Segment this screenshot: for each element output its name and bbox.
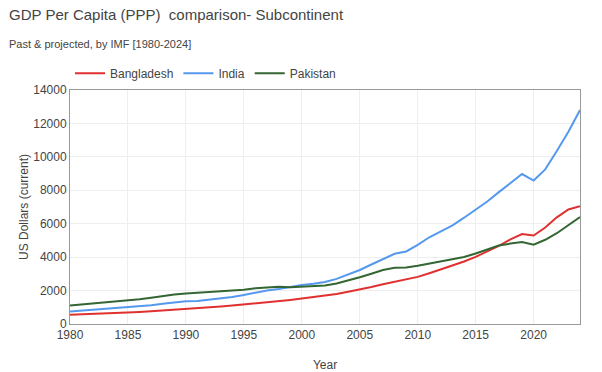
- svg-text:GDP Per Capita (PPP) comparis: GDP Per Capita (PPP) comparison- Subcont…: [9, 6, 344, 23]
- svg-text:Bangladesh: Bangladesh: [110, 67, 173, 81]
- svg-text:2015: 2015: [462, 328, 489, 342]
- svg-text:India: India: [218, 67, 244, 81]
- svg-text:1980: 1980: [57, 328, 84, 342]
- svg-text:2005: 2005: [346, 328, 373, 342]
- svg-text:US Dollars (current): US Dollars (current): [17, 154, 31, 260]
- svg-text:2020: 2020: [520, 328, 547, 342]
- svg-text:Pakistan: Pakistan: [290, 67, 336, 81]
- svg-text:12000: 12000: [33, 117, 67, 131]
- svg-text:Year: Year: [313, 358, 337, 372]
- svg-text:6000: 6000: [40, 217, 67, 231]
- svg-text:2010: 2010: [404, 328, 431, 342]
- svg-text:2000: 2000: [288, 328, 315, 342]
- svg-text:0: 0: [60, 317, 67, 331]
- svg-text:8000: 8000: [40, 183, 67, 197]
- svg-text:14000: 14000: [33, 83, 67, 97]
- svg-text:1990: 1990: [173, 328, 200, 342]
- svg-text:10000: 10000: [33, 150, 67, 164]
- svg-text:1995: 1995: [231, 328, 258, 342]
- svg-text:1985: 1985: [115, 328, 142, 342]
- svg-text:4000: 4000: [40, 250, 67, 264]
- svg-text:Past & projected, by IMF [1980: Past & projected, by IMF [1980-2024]: [9, 38, 191, 50]
- svg-text:2000: 2000: [40, 284, 67, 298]
